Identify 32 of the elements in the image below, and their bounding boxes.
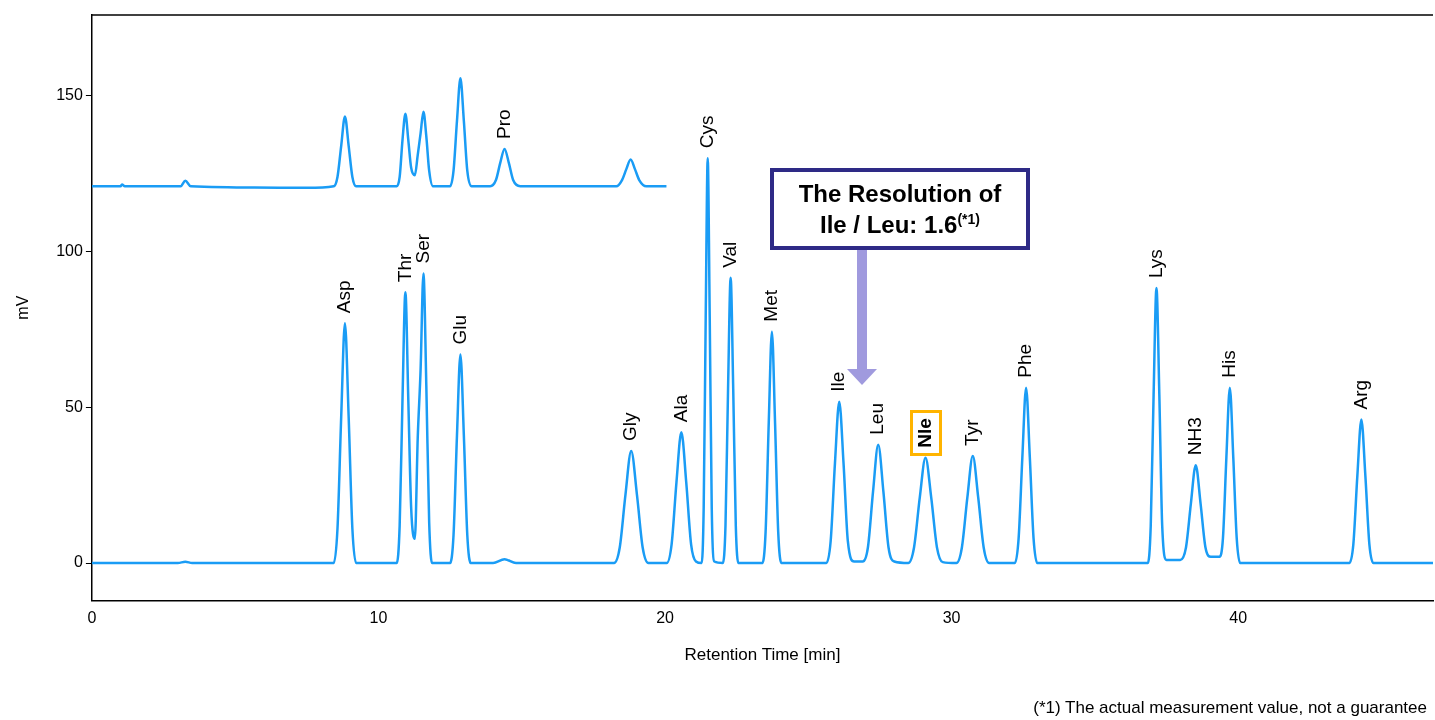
- line-series: [91, 156, 1433, 565]
- annotation: Glu: [448, 314, 470, 345]
- annotation: Leu: [866, 403, 888, 435]
- annotation: Ile: [827, 371, 849, 392]
- annotation: The Resolution of Ile / Leu: 1.6$^{(*1)}$: [770, 168, 1030, 251]
- annotation: Arg: [1349, 379, 1371, 410]
- annotation: Ala: [669, 394, 691, 423]
- y-tick-label: 150: [56, 86, 83, 104]
- text: (*1) The actual measurement value, not a guarantee: [1033, 698, 1427, 718]
- y-axis-title: mV: [14, 295, 32, 320]
- y-tick-label: 50: [65, 397, 83, 415]
- annotation: Gly: [619, 411, 641, 441]
- annotation: Tyr: [961, 418, 983, 446]
- annotation: NH3: [1183, 417, 1205, 456]
- annotation: Cys: [695, 115, 717, 149]
- annotation: Pro: [492, 109, 514, 139]
- y-tick-label: 100: [56, 242, 83, 260]
- annotation: Lys: [1144, 249, 1166, 279]
- annotation: Nle: [913, 418, 935, 448]
- x-tick-label: 0: [87, 609, 97, 627]
- x-tick-label: 10: [369, 609, 388, 627]
- annotation: Val: [718, 241, 740, 268]
- x-tick-label: 20: [656, 609, 675, 627]
- y-tick-label: 0: [73, 553, 83, 571]
- x-axis-title: Retention Time [min]: [684, 645, 841, 665]
- line-series: [91, 76, 668, 190]
- annotation: His: [1218, 350, 1240, 378]
- annotation: Met: [760, 289, 782, 322]
- x-tick-label: 40: [1229, 609, 1248, 627]
- annotation: Asp: [333, 280, 355, 314]
- x-tick-label: 30: [942, 609, 961, 627]
- annotation: Phe: [1014, 343, 1036, 378]
